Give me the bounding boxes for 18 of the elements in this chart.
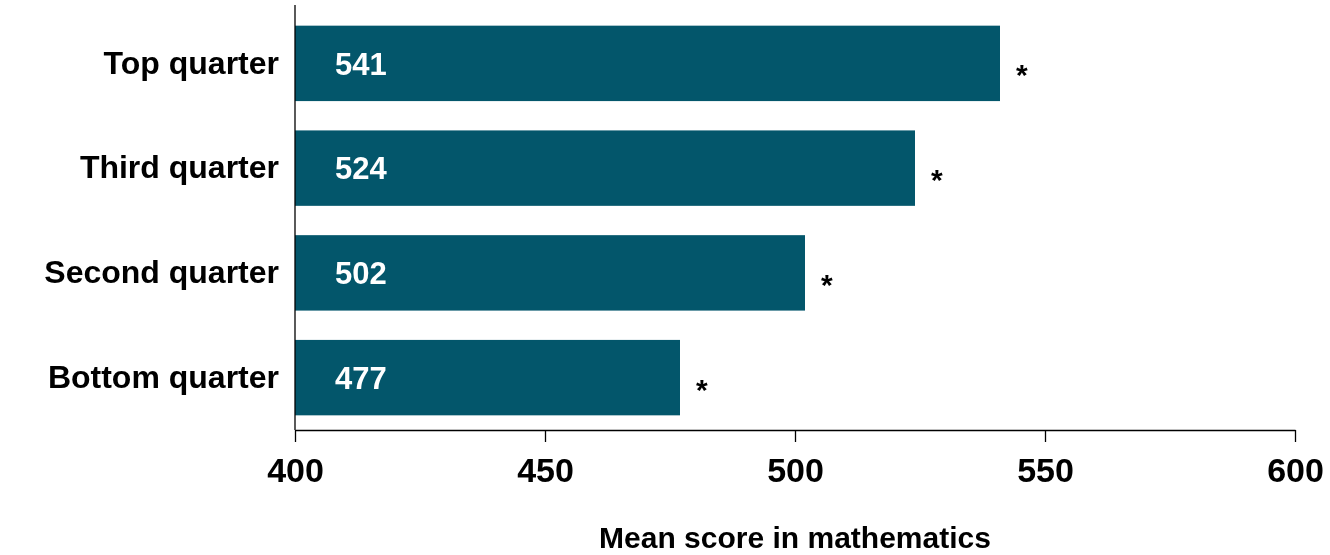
x-tick-label: 550 [1017, 451, 1074, 490]
annotation: * [821, 267, 833, 301]
y-tick-label: Second quarter [44, 254, 279, 291]
y-tick-label: Third quarter [79, 149, 279, 186]
annotation: * [1016, 58, 1028, 92]
y-tick-label: Bottom quarter [47, 358, 279, 395]
x-tick-label: 400 [267, 451, 324, 490]
x-tick-label: 450 [517, 451, 574, 490]
data-label: 524 [335, 151, 388, 187]
annotation: * [931, 163, 943, 197]
x-tick-label: 500 [767, 451, 824, 490]
annotation: * [696, 372, 708, 406]
x-axis-title: Mean score in mathematics [599, 521, 991, 554]
data-label: 477 [335, 360, 387, 396]
x-tick-label: 600 [1267, 451, 1324, 490]
data-label: 541 [335, 46, 387, 82]
y-tick-label: Top quarter [103, 44, 279, 81]
data-label: 502 [335, 256, 387, 292]
